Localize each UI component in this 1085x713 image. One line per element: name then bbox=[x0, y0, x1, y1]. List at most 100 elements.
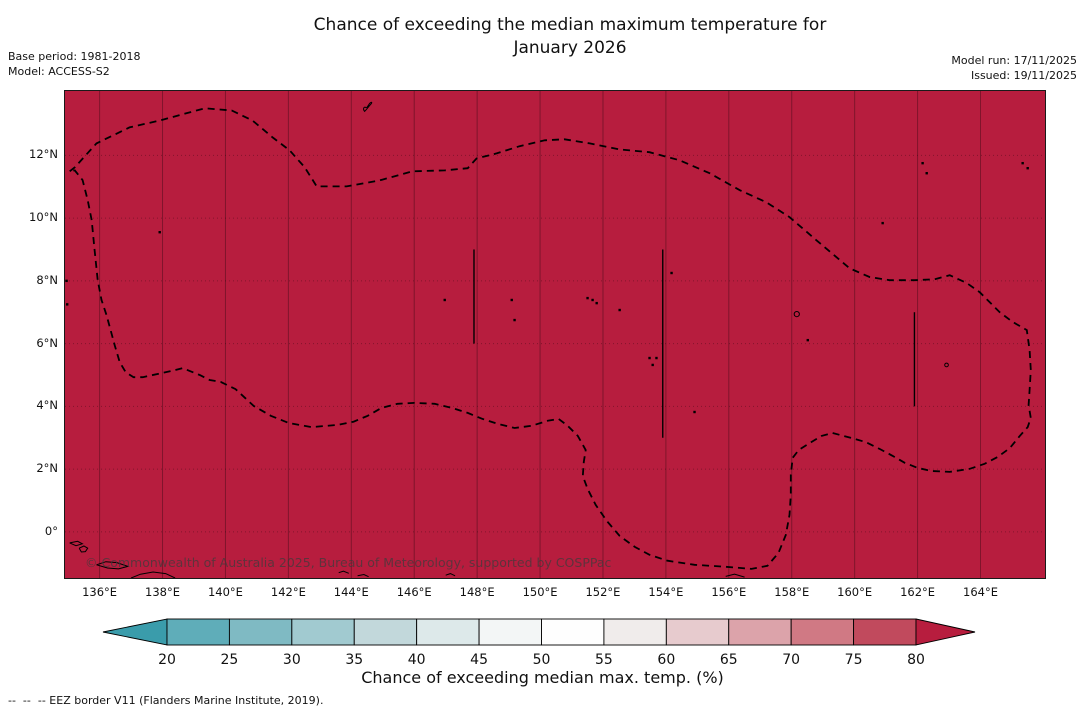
x-tick-label: 164°E bbox=[963, 585, 998, 599]
issued-text: Issued: 19/11/2025 bbox=[970, 69, 1077, 82]
footer-eez-note: -- -- -- EEZ border V11 (Flanders Marine… bbox=[8, 694, 323, 707]
chart-title-line1: Chance of exceeding the median maximum t… bbox=[313, 15, 827, 35]
y-tick-label: 6°N bbox=[36, 335, 58, 350]
colorbar-tick-label: 65 bbox=[720, 652, 738, 668]
y-tick-label: 12°N bbox=[29, 147, 58, 162]
x-tick-label: 152°E bbox=[585, 585, 621, 599]
island-speck bbox=[655, 356, 658, 360]
y-tick-label: 2°N bbox=[36, 461, 58, 476]
colorbar-tick-label: 20 bbox=[158, 652, 176, 668]
colorbar-tick-label: 80 bbox=[907, 652, 925, 668]
probability-field bbox=[65, 91, 1045, 578]
colorbar-under-arrow bbox=[102, 618, 168, 646]
island-speck bbox=[806, 338, 809, 342]
coastline bbox=[78, 545, 89, 553]
island-speck bbox=[510, 298, 513, 302]
colorbar-segment bbox=[853, 618, 917, 646]
colorbar-segment bbox=[353, 618, 418, 646]
x-tick-label: 136°E bbox=[82, 585, 118, 599]
chart-title-line2: January 2026 bbox=[513, 38, 627, 58]
run-metadata-left: Base period: 1981-2018 Model: ACCESS-S2 bbox=[8, 49, 140, 79]
x-tick-label: 160°E bbox=[837, 585, 873, 599]
x-tick-label: 154°E bbox=[648, 585, 684, 599]
island-speck bbox=[651, 363, 654, 367]
colorbar-segment bbox=[416, 618, 480, 646]
colorbar-segment bbox=[228, 618, 293, 646]
island-speck bbox=[66, 303, 69, 306]
coastline bbox=[96, 561, 130, 570]
x-tick-label: 148°E bbox=[459, 585, 495, 599]
x-tick-label: 144°E bbox=[333, 585, 369, 599]
colorbar-segment bbox=[541, 618, 605, 646]
x-tick-label: 150°E bbox=[522, 585, 558, 599]
island-speck bbox=[513, 318, 516, 322]
colorbar-tick-label: 75 bbox=[845, 652, 863, 668]
island-speck bbox=[925, 172, 928, 175]
colorbar-tick-label: 35 bbox=[345, 652, 363, 668]
y-tick-label: 4°N bbox=[36, 398, 58, 413]
colorbar-tick-label: 40 bbox=[408, 652, 426, 668]
island-speck bbox=[65, 279, 68, 283]
y-tick-label: 8°N bbox=[36, 272, 58, 287]
island-speck bbox=[693, 410, 696, 414]
island-outline-kosrae bbox=[944, 362, 949, 368]
chart-title: Chance of exceeding the median maximum t… bbox=[55, 14, 1085, 60]
island-speck bbox=[921, 161, 924, 165]
run-metadata-right: Model run: 17/11/2025 Issued: 19/11/2025 bbox=[951, 53, 1077, 83]
colorbar-segment bbox=[478, 618, 542, 646]
colorbar: 20 25 30 35 40 45 50 55 60 65 70 75 80 bbox=[102, 618, 976, 668]
colorbar-tick-label: 25 bbox=[221, 652, 239, 668]
x-tick-label: 138°E bbox=[145, 585, 180, 599]
x-tick-label: 158°E bbox=[774, 585, 810, 599]
y-tick-label: 10°N bbox=[29, 210, 58, 225]
island-speck bbox=[618, 308, 621, 312]
base-period-text: Base period: 1981-2018 bbox=[8, 50, 141, 63]
island-speck bbox=[591, 298, 594, 302]
x-tick-label: 140°E bbox=[207, 585, 243, 599]
coastline bbox=[357, 573, 369, 578]
model-text: Model: ACCESS-S2 bbox=[8, 65, 110, 78]
island-outline-guam bbox=[363, 101, 373, 113]
colorbar-segment bbox=[790, 618, 855, 646]
island-speck bbox=[158, 231, 161, 234]
coastline bbox=[445, 573, 456, 577]
eez-note-text: EEZ border V11 (Flanders Marine Institut… bbox=[45, 694, 324, 707]
colorbar-segment bbox=[665, 618, 730, 646]
x-tick-label: 142°E bbox=[270, 585, 306, 599]
island-speck bbox=[595, 301, 598, 305]
map-canvas bbox=[65, 91, 1045, 578]
island-speck bbox=[881, 221, 884, 225]
island-speck bbox=[648, 356, 651, 360]
coastline bbox=[338, 570, 349, 574]
map-plot-area: © Commonwealth of Australia 2025, Bureau… bbox=[64, 90, 1046, 579]
colorbar-tick-label: 70 bbox=[782, 652, 800, 668]
colorbar-label: Chance of exceeding median max. temp. (%… bbox=[361, 668, 724, 687]
colorbar-segment bbox=[728, 618, 792, 646]
colorbar-tick-label: 50 bbox=[533, 652, 551, 668]
colorbar-over-arrow bbox=[915, 618, 976, 646]
eez-border-line bbox=[69, 107, 1032, 570]
watermark-text: © Commonwealth of Australia 2025, Bureau… bbox=[85, 555, 612, 570]
island-outline-pohnpei bbox=[793, 311, 800, 318]
colorbar-tick-label: 30 bbox=[283, 652, 301, 668]
x-tick-label: 156°E bbox=[711, 585, 747, 599]
y-tick-label: 0° bbox=[44, 523, 58, 538]
colorbar-segment bbox=[603, 618, 667, 646]
x-tick-label: 162°E bbox=[900, 585, 936, 599]
x-tick-label: 146°E bbox=[396, 585, 432, 599]
model-run-text: Model run: 17/11/2025 bbox=[951, 54, 1077, 67]
colorbar-tick-label: 60 bbox=[657, 652, 675, 668]
colorbar-segment bbox=[166, 618, 230, 646]
coastline bbox=[130, 571, 176, 578]
island-speck bbox=[443, 298, 446, 302]
island-speck bbox=[586, 296, 589, 300]
island-speck bbox=[1021, 161, 1024, 165]
colorbar-tick-label: 55 bbox=[595, 652, 613, 668]
colorbar-tick-label: 45 bbox=[470, 652, 488, 668]
island-speck bbox=[1026, 166, 1029, 170]
coastline bbox=[725, 573, 745, 578]
colorbar-segment bbox=[291, 618, 355, 646]
coastline bbox=[69, 540, 84, 547]
island-speck bbox=[670, 271, 673, 275]
